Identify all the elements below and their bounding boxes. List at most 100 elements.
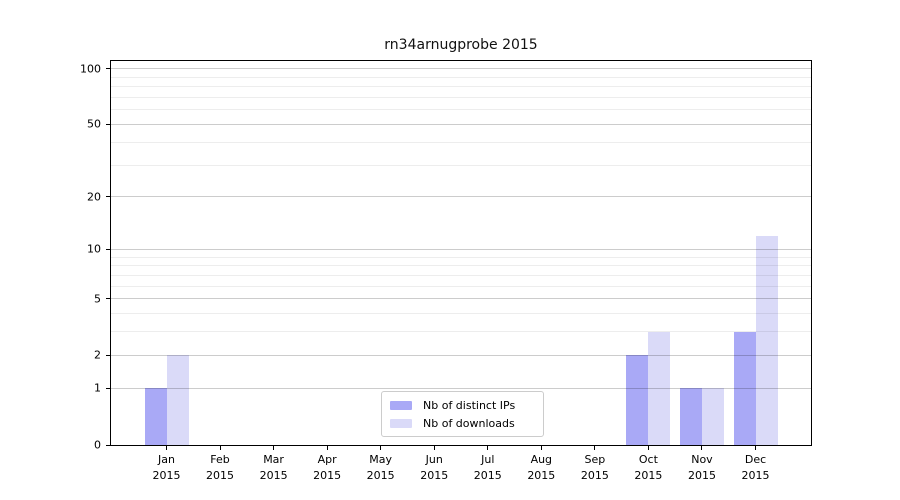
x-tick — [647, 446, 649, 450]
x-tick-year: 2015 — [259, 469, 288, 482]
x-tick-year: 2015 — [527, 469, 556, 482]
gridline-major — [111, 298, 811, 300]
gridline-major — [111, 387, 811, 389]
y-tick-label: 1 — [94, 381, 101, 395]
x-tick-month: Jul — [481, 453, 495, 466]
gridline-minor — [111, 109, 811, 111]
y-tick — [106, 444, 110, 446]
gridline-minor — [111, 285, 811, 287]
x-tick-year: 2015 — [634, 469, 663, 482]
x-tick-month: Dec — [744, 453, 767, 466]
x-tick-month: Jun — [425, 453, 443, 466]
x-tick — [433, 446, 435, 450]
bar-downloads-jan — [166, 355, 189, 445]
bar-downloads-nov — [701, 388, 724, 445]
y-tick-label: 0 — [94, 438, 101, 452]
gridline-minor — [111, 274, 811, 276]
bar-ips-jan — [144, 388, 167, 445]
x-tick-year: 2015 — [420, 469, 449, 482]
gridline-major — [111, 248, 811, 250]
x-tick-month: Apr — [317, 453, 337, 466]
bar-ips-oct — [626, 355, 649, 445]
y-tick-label: 50 — [87, 117, 101, 131]
x-tick — [487, 446, 489, 450]
x-tick — [701, 446, 703, 450]
legend-label-distinct-ips: Nb of distinct IPs — [423, 398, 516, 412]
x-tick-label: Dec 2015 — [742, 452, 770, 484]
gridline-minor — [111, 256, 811, 258]
x-tick-year: 2015 — [206, 469, 235, 482]
x-tick-month: Jan — [158, 453, 175, 466]
x-tick — [219, 446, 221, 450]
gridline-minor — [111, 164, 811, 166]
y-tick — [106, 248, 110, 250]
x-tick-label: Nov 2015 — [688, 452, 716, 484]
y-tick-label: 5 — [94, 292, 101, 306]
gridline-major — [111, 123, 811, 125]
x-tick-label: Jun 2015 — [420, 452, 448, 484]
y-tick-label: 2 — [94, 348, 101, 362]
x-tick-label: Aug 2015 — [527, 452, 555, 484]
gridline-minor — [111, 96, 811, 98]
y-tick — [106, 68, 110, 70]
x-tick — [755, 446, 756, 450]
gridline-major — [111, 196, 811, 198]
y-tick — [106, 387, 110, 389]
bar-ips-dec — [733, 331, 756, 445]
gridline-minor — [111, 331, 811, 333]
y-tick — [106, 196, 110, 198]
x-tick — [326, 446, 328, 450]
x-tick-year: 2015 — [580, 469, 609, 482]
x-tick-label: Apr 2015 — [313, 452, 341, 484]
x-tick-year: 2015 — [687, 469, 716, 482]
legend-swatch-distinct-ips — [390, 400, 412, 410]
gridline-minor — [111, 141, 811, 143]
x-tick-label: Oct 2015 — [634, 452, 662, 484]
legend-swatch-downloads — [390, 418, 412, 428]
x-tick-year: 2015 — [152, 469, 181, 482]
x-tick-month: Mar — [263, 453, 284, 466]
x-tick-label: Jan 2015 — [153, 452, 181, 484]
x-tick-year: 2015 — [473, 469, 502, 482]
x-tick — [540, 446, 542, 450]
x-tick-label: Mar 2015 — [260, 452, 288, 484]
gridline-minor — [111, 86, 811, 88]
y-tick-label: 20 — [87, 190, 101, 204]
x-tick — [594, 446, 596, 450]
plot-area: 0 1 2 5 10 20 50 100 Jan 2015 Feb 2015 Mar 2015 Apr 20… — [80, 60, 812, 482]
x-tick-month: May — [369, 453, 393, 466]
chart-title: rn34arnugprobe 2015 — [384, 37, 538, 53]
legend-item-distinct-ips: Nb of distinct IPs — [390, 398, 543, 413]
legend-item-downloads: Nb of downloads — [390, 416, 543, 431]
bar-ips-nov — [679, 388, 702, 445]
x-tick-month: Aug — [530, 453, 553, 466]
y-tick — [106, 354, 110, 356]
bar-downloads-oct — [648, 331, 671, 445]
x-tick-month: Sep — [584, 453, 606, 466]
gridline-major — [111, 354, 811, 356]
x-tick-label: Feb 2015 — [206, 452, 234, 484]
gridline-minor — [111, 265, 811, 267]
x-tick — [380, 446, 382, 450]
x-tick-label: Jul 2015 — [474, 452, 502, 484]
x-tick-month: Oct — [638, 453, 658, 466]
gridline-major — [111, 68, 811, 70]
legend: Nb of distinct IPs Nb of downloads — [381, 391, 544, 437]
gridline-minor — [111, 313, 811, 315]
legend-label-downloads: Nb of downloads — [423, 416, 515, 430]
bar-downloads-dec — [755, 235, 778, 445]
y-tick-label: 10 — [87, 242, 101, 256]
y-tick-label: 100 — [80, 62, 101, 76]
x-tick-month: Nov — [691, 453, 713, 466]
gridline-minor — [111, 76, 811, 78]
y-tick — [106, 298, 110, 300]
x-tick-month: Feb — [210, 453, 230, 466]
x-tick-year: 2015 — [366, 469, 395, 482]
x-tick — [166, 446, 167, 450]
x-tick-year: 2015 — [741, 469, 770, 482]
x-tick-label: May 2015 — [367, 452, 395, 484]
y-tick — [106, 123, 110, 125]
x-tick-label: Sep 2015 — [581, 452, 609, 484]
x-tick-year: 2015 — [313, 469, 342, 482]
